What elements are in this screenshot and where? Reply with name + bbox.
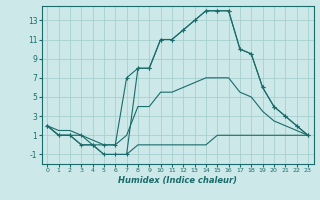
X-axis label: Humidex (Indice chaleur): Humidex (Indice chaleur)	[118, 176, 237, 185]
